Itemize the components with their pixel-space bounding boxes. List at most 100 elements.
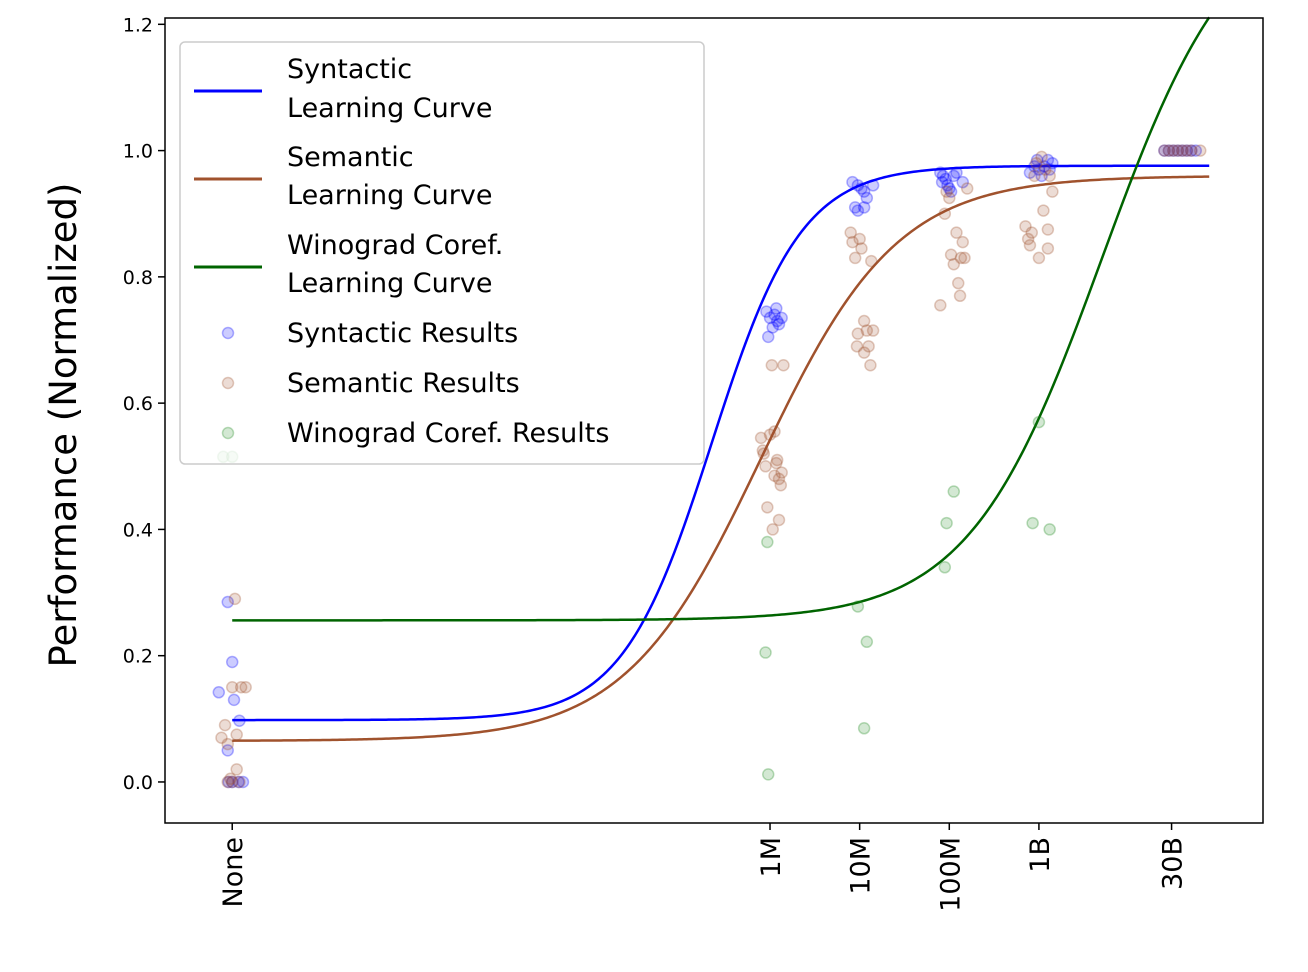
scatter-point-0 bbox=[775, 311, 788, 325]
y-tick-label: 0.8 bbox=[123, 267, 153, 289]
scatter-point-1 bbox=[1029, 156, 1043, 170]
scatter-point-1 bbox=[239, 681, 252, 694]
scatter-point-0 bbox=[934, 166, 947, 179]
scatter-point-0 bbox=[860, 191, 874, 205]
legend-label-curve-1: Semantic Learning Curve bbox=[287, 142, 492, 211]
scatter-point-1 bbox=[230, 763, 243, 776]
scatter-point-0 bbox=[1158, 144, 1171, 157]
scatter-point-0 bbox=[222, 775, 235, 789]
y-tick-label: 1.0 bbox=[123, 141, 153, 163]
scatter-point-1 bbox=[958, 251, 971, 265]
scatter-point-1 bbox=[857, 346, 871, 359]
scatter-point-1 bbox=[1035, 150, 1048, 164]
legend-label-results-2: Winograd Coref. Results bbox=[287, 418, 609, 449]
scatter-point-2 bbox=[857, 722, 871, 735]
scatter-point-0 bbox=[947, 169, 961, 183]
scatter-point-1 bbox=[1176, 144, 1189, 157]
scatter-point-1 bbox=[772, 472, 786, 486]
scatter-point-0 bbox=[766, 321, 779, 334]
scatter-point-0 bbox=[1035, 169, 1048, 183]
scatter-point-0 bbox=[221, 744, 234, 757]
scatter-point-2 bbox=[759, 646, 772, 659]
y-tick-label: 0.2 bbox=[123, 646, 153, 668]
legend-marker-0 bbox=[221, 326, 235, 340]
scatter-point-1 bbox=[1046, 185, 1059, 198]
scatter-point-1 bbox=[225, 681, 239, 694]
scatter-point-0 bbox=[1185, 144, 1198, 157]
y-tick-label: 0.0 bbox=[123, 772, 153, 794]
x-axis: None 1M 10M 100M 1B 30B bbox=[218, 823, 1189, 912]
scatter-point-1 bbox=[774, 478, 788, 492]
scatter-point-0 bbox=[768, 308, 781, 321]
scatter-point-1 bbox=[844, 226, 857, 239]
x-tick-label: 30B bbox=[1158, 837, 1189, 890]
scatter-point-0 bbox=[1162, 144, 1176, 157]
scatter-point-0 bbox=[857, 185, 871, 198]
legend-label-results-1: Semantic Results bbox=[287, 368, 520, 399]
scatter-point-1 bbox=[1032, 251, 1046, 265]
scatter-point-0 bbox=[855, 182, 868, 195]
scatter-point-2 bbox=[1032, 415, 1046, 429]
learning-curve-2 bbox=[232, 16, 1211, 622]
scatter-point-2 bbox=[860, 635, 874, 649]
legend-marker-2 bbox=[221, 426, 235, 440]
scatter-point-2 bbox=[938, 561, 952, 574]
scatter-point-1 bbox=[225, 775, 239, 789]
scatter-point-1 bbox=[934, 299, 947, 312]
scatter-point-1 bbox=[777, 359, 790, 372]
scatter-point-1 bbox=[772, 513, 786, 527]
scatter-point-2 bbox=[761, 535, 774, 549]
scatter-point-0 bbox=[846, 175, 859, 189]
scatter-point-1 bbox=[768, 469, 781, 482]
scatter-point-0 bbox=[950, 166, 963, 179]
scatter-point-1 bbox=[940, 185, 953, 198]
scatter-point-0 bbox=[232, 775, 245, 789]
scatter-point-0 bbox=[943, 182, 956, 195]
scatter-point-0 bbox=[1189, 144, 1203, 157]
scatter-point-1 bbox=[1041, 242, 1055, 255]
scatter-point-0 bbox=[1171, 144, 1185, 157]
scatter-point-1 bbox=[846, 235, 859, 249]
scatter-point-1 bbox=[759, 460, 772, 473]
scatter-point-0 bbox=[772, 317, 786, 331]
scatter-point-1 bbox=[864, 359, 877, 372]
legend-label-curve-0: Syntactic Learning Curve bbox=[287, 54, 492, 124]
y-axis-label: Performance (Normalized) bbox=[42, 183, 85, 668]
scatter-point-0 bbox=[1030, 153, 1044, 167]
scatter-point-1 bbox=[1171, 144, 1185, 157]
curves-layer bbox=[232, 16, 1211, 742]
scatter-point-0 bbox=[1023, 166, 1037, 179]
scatter-point-1 bbox=[221, 737, 234, 751]
x-tick-label: None bbox=[218, 837, 249, 907]
x-tick-label: 1B bbox=[1025, 837, 1056, 873]
scatter-point-0 bbox=[225, 655, 239, 669]
scatter-point-1 bbox=[756, 444, 770, 457]
scatter-point-2 bbox=[761, 768, 775, 781]
x-tick-label: 100M bbox=[935, 837, 966, 912]
legend: Syntactic Learning Curve Semantic Learning … bbox=[179, 41, 705, 465]
scatter-point-1 bbox=[224, 772, 237, 786]
scatter-point-0 bbox=[1032, 163, 1046, 176]
scatter-point-1 bbox=[866, 324, 880, 337]
scatter-point-2 bbox=[1043, 523, 1056, 536]
scatter-point-0 bbox=[857, 201, 871, 214]
scatter-point-0 bbox=[770, 302, 783, 315]
scatter-point-1 bbox=[953, 289, 967, 303]
y-axis: 0.0 0.2 0.4 0.6 0.8 1.0 1.2 bbox=[123, 14, 165, 794]
scatter-point-1 bbox=[1025, 226, 1038, 239]
scatter-point-1 bbox=[1038, 163, 1052, 176]
scatter-point-0 bbox=[225, 775, 239, 789]
y-tick-label: 0.6 bbox=[123, 393, 153, 415]
scatter-point-1 bbox=[1180, 144, 1194, 157]
scatter-point-0 bbox=[227, 693, 241, 707]
scatter-point-1 bbox=[228, 592, 242, 606]
scatter-point-0 bbox=[1043, 163, 1056, 176]
scatter-point-1 bbox=[218, 718, 232, 732]
scatter-point-0 bbox=[770, 314, 784, 328]
x-tick-label: 10M bbox=[846, 837, 877, 895]
scatter-point-1 bbox=[853, 232, 866, 246]
scatter-point-1 bbox=[768, 425, 781, 438]
y-tick-label: 1.2 bbox=[123, 14, 153, 36]
scatter-point-1 bbox=[960, 182, 974, 195]
scatter-point-0 bbox=[1041, 153, 1055, 167]
